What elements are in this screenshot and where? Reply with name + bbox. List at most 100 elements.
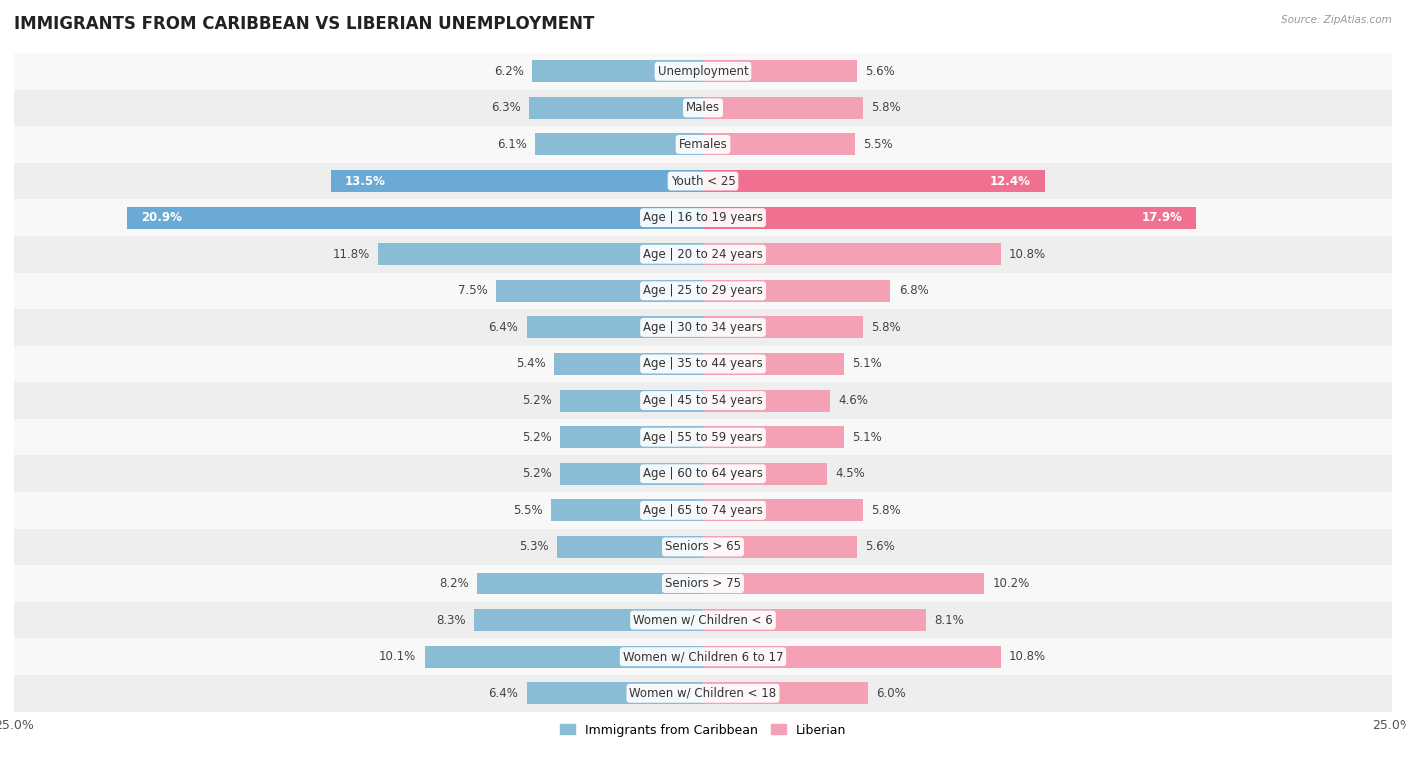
Text: Age | 55 to 59 years: Age | 55 to 59 years (643, 431, 763, 444)
Bar (527, 316, 703, 338)
Bar (474, 609, 703, 631)
Text: 7.5%: 7.5% (458, 285, 488, 298)
Text: 11.8%: 11.8% (332, 248, 370, 260)
Text: 5.1%: 5.1% (852, 431, 882, 444)
Bar (703, 243, 1001, 265)
Bar (330, 170, 703, 192)
Bar (14, 638, 1392, 675)
Text: 10.8%: 10.8% (1010, 650, 1046, 663)
Bar (14, 309, 1392, 346)
Bar (14, 346, 1392, 382)
Bar (14, 492, 1392, 528)
Text: Seniors > 75: Seniors > 75 (665, 577, 741, 590)
Bar (703, 353, 844, 375)
Bar (703, 61, 858, 83)
Text: 17.9%: 17.9% (1142, 211, 1182, 224)
Bar (557, 536, 703, 558)
Text: Age | 30 to 34 years: Age | 30 to 34 years (643, 321, 763, 334)
Text: Age | 16 to 19 years: Age | 16 to 19 years (643, 211, 763, 224)
Bar (703, 133, 855, 155)
Bar (531, 61, 703, 83)
Text: 5.8%: 5.8% (872, 101, 901, 114)
Text: 8.1%: 8.1% (935, 614, 965, 627)
Text: 10.1%: 10.1% (380, 650, 416, 663)
Bar (14, 602, 1392, 638)
Bar (477, 572, 703, 594)
Bar (127, 207, 703, 229)
Bar (554, 353, 703, 375)
Text: 5.3%: 5.3% (519, 540, 548, 553)
Bar (14, 236, 1392, 273)
Text: 10.2%: 10.2% (993, 577, 1029, 590)
Bar (527, 682, 703, 704)
Bar (703, 207, 1197, 229)
Text: Unemployment: Unemployment (658, 65, 748, 78)
Text: 20.9%: 20.9% (141, 211, 181, 224)
Text: Age | 65 to 74 years: Age | 65 to 74 years (643, 504, 763, 517)
Text: Age | 35 to 44 years: Age | 35 to 44 years (643, 357, 763, 370)
Bar (14, 565, 1392, 602)
Bar (14, 528, 1392, 565)
Bar (560, 463, 703, 484)
Bar (703, 280, 890, 302)
Bar (530, 97, 703, 119)
Bar (703, 646, 1001, 668)
Text: 10.8%: 10.8% (1010, 248, 1046, 260)
Text: Source: ZipAtlas.com: Source: ZipAtlas.com (1281, 15, 1392, 25)
Text: Women w/ Children < 18: Women w/ Children < 18 (630, 687, 776, 699)
Legend: Immigrants from Caribbean, Liberian: Immigrants from Caribbean, Liberian (555, 718, 851, 742)
Bar (703, 97, 863, 119)
Bar (703, 390, 830, 412)
Bar (14, 126, 1392, 163)
Bar (14, 419, 1392, 456)
Bar (703, 500, 863, 522)
Text: 8.2%: 8.2% (439, 577, 468, 590)
Text: Youth < 25: Youth < 25 (671, 175, 735, 188)
Bar (534, 133, 703, 155)
Text: 5.8%: 5.8% (872, 321, 901, 334)
Bar (560, 426, 703, 448)
Text: Seniors > 65: Seniors > 65 (665, 540, 741, 553)
Bar (378, 243, 703, 265)
Text: 5.2%: 5.2% (522, 394, 551, 407)
Text: Males: Males (686, 101, 720, 114)
Text: Age | 25 to 29 years: Age | 25 to 29 years (643, 285, 763, 298)
Text: 5.8%: 5.8% (872, 504, 901, 517)
Bar (425, 646, 703, 668)
Bar (703, 536, 858, 558)
Text: 12.4%: 12.4% (990, 175, 1031, 188)
Bar (14, 199, 1392, 236)
Text: 5.6%: 5.6% (866, 65, 896, 78)
Text: Age | 20 to 24 years: Age | 20 to 24 years (643, 248, 763, 260)
Bar (14, 89, 1392, 126)
Bar (560, 390, 703, 412)
Text: 13.5%: 13.5% (344, 175, 385, 188)
Text: Females: Females (679, 138, 727, 151)
Text: Age | 60 to 64 years: Age | 60 to 64 years (643, 467, 763, 480)
Text: 6.4%: 6.4% (488, 321, 519, 334)
Bar (703, 572, 984, 594)
Text: IMMIGRANTS FROM CARIBBEAN VS LIBERIAN UNEMPLOYMENT: IMMIGRANTS FROM CARIBBEAN VS LIBERIAN UN… (14, 15, 595, 33)
Bar (14, 53, 1392, 89)
Bar (551, 500, 703, 522)
Bar (703, 609, 927, 631)
Text: Women w/ Children < 6: Women w/ Children < 6 (633, 614, 773, 627)
Text: 4.5%: 4.5% (835, 467, 865, 480)
Text: 5.6%: 5.6% (866, 540, 896, 553)
Text: 6.3%: 6.3% (491, 101, 522, 114)
Bar (703, 463, 827, 484)
Bar (703, 426, 844, 448)
Text: 5.4%: 5.4% (516, 357, 546, 370)
Text: 5.1%: 5.1% (852, 357, 882, 370)
Text: 6.2%: 6.2% (494, 65, 524, 78)
Text: 6.8%: 6.8% (898, 285, 928, 298)
Bar (14, 675, 1392, 712)
Bar (703, 682, 869, 704)
Bar (703, 170, 1045, 192)
Bar (14, 163, 1392, 199)
Bar (703, 316, 863, 338)
Text: 5.2%: 5.2% (522, 467, 551, 480)
Text: 6.4%: 6.4% (488, 687, 519, 699)
Text: 5.5%: 5.5% (863, 138, 893, 151)
Text: 6.0%: 6.0% (876, 687, 907, 699)
